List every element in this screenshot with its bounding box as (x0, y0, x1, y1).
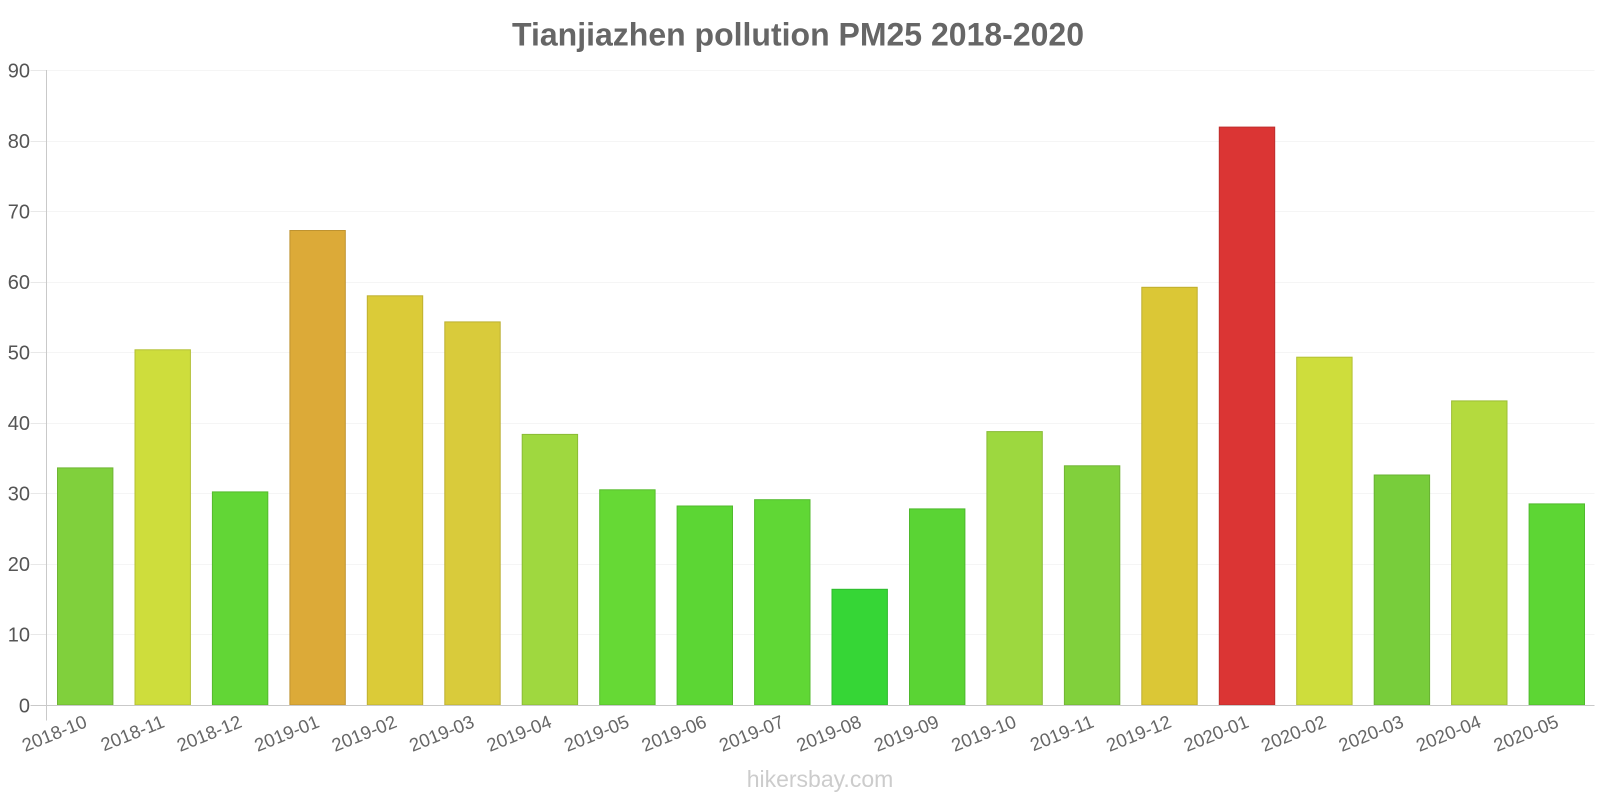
svg-text:50: 50 (8, 343, 30, 365)
svg-text:30: 30 (8, 484, 30, 506)
svg-text:60: 60 (8, 272, 30, 294)
svg-text:hikersbay.com: hikersbay.com (747, 766, 894, 792)
svg-text:90: 90 (8, 60, 30, 82)
svg-text:80: 80 (8, 131, 30, 153)
svg-text:0: 0 (19, 695, 30, 717)
svg-text:40: 40 (8, 413, 30, 435)
svg-text:Tianjiazhen pollution PM25 201: Tianjiazhen pollution PM25 2018-2020 (512, 17, 1084, 53)
svg-text:10: 10 (8, 625, 30, 647)
svg-text:70: 70 (8, 201, 30, 223)
svg-text:20: 20 (8, 554, 30, 576)
